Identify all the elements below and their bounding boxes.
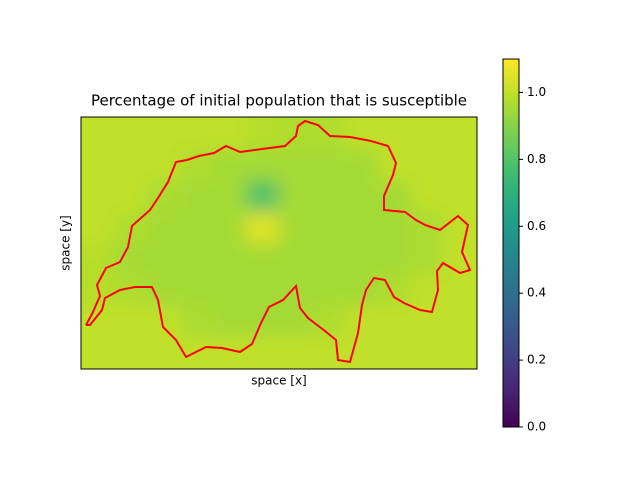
colorbar-tick-label: 0.8 <box>527 152 546 166</box>
heat-cell <box>81 148 115 181</box>
heat-cell <box>411 243 445 275</box>
heat-cell <box>213 148 247 181</box>
colorbar <box>502 58 520 428</box>
heat-cell <box>114 306 148 338</box>
heat-cell <box>246 274 280 307</box>
plot-frame <box>80 116 478 370</box>
heat-cell <box>213 211 247 244</box>
heat-cell <box>378 337 412 369</box>
heat-cell <box>312 148 346 181</box>
heat-cell <box>246 243 280 275</box>
heat-cell <box>213 243 247 275</box>
heat-cell <box>312 274 346 307</box>
heat-cell <box>180 243 214 275</box>
heat-cell <box>114 180 148 212</box>
heat-cell <box>279 337 313 369</box>
heat-cell <box>81 211 115 244</box>
heat-cell <box>213 117 247 149</box>
heat-cell <box>180 180 214 212</box>
field <box>81 117 477 369</box>
heat-cell <box>444 306 477 338</box>
heat-cell <box>312 211 346 244</box>
colorbar-tick-label: 0.2 <box>527 353 546 367</box>
heat-cell <box>213 274 247 307</box>
heat-cell <box>213 306 247 338</box>
heat-cell <box>378 306 412 338</box>
heat-cell <box>147 117 181 149</box>
x-axis-label: space [x] <box>251 374 306 388</box>
heat-cell <box>444 117 477 149</box>
heat-cell <box>279 274 313 307</box>
colorbar-tick-label: 0.0 <box>527 420 546 434</box>
heat-cell <box>180 337 214 369</box>
heat-cell <box>279 180 313 212</box>
colorbar-tick-label: 0.4 <box>527 286 546 300</box>
heat-cell <box>312 306 346 338</box>
heat-cell <box>81 337 115 369</box>
heat-cell <box>246 306 280 338</box>
heat-cell <box>345 117 379 149</box>
outline <box>85 119 472 364</box>
heat-cell <box>147 306 181 338</box>
heat-cell <box>312 243 346 275</box>
heat-cell <box>81 117 115 149</box>
heat-cell <box>279 148 313 181</box>
heat-cell <box>312 117 346 149</box>
heat-cell <box>114 337 148 369</box>
heat-cell <box>180 211 214 244</box>
heat-cell <box>345 148 379 181</box>
heat-cell <box>378 243 412 275</box>
heat-cell <box>411 211 445 244</box>
heat-cell <box>444 274 477 307</box>
heat-cell <box>213 180 247 212</box>
heat-cell <box>246 180 280 212</box>
heat-cell <box>378 211 412 244</box>
heat-cell <box>279 306 313 338</box>
heat-cell <box>411 337 445 369</box>
heat-cell <box>345 180 379 212</box>
heat-cell <box>312 180 346 212</box>
colorbar-tick-label: 1.0 <box>527 85 546 99</box>
heat-cell <box>345 211 379 244</box>
heat-cell <box>444 211 477 244</box>
heat-cell <box>246 117 280 149</box>
heat-cell <box>312 337 346 369</box>
heat-cell <box>114 243 148 275</box>
heat-cell <box>411 274 445 307</box>
heat-cell <box>345 337 379 369</box>
heat-cell <box>114 117 148 149</box>
colorbar-tick-label: 0.6 <box>527 219 546 233</box>
heat-cell <box>81 180 115 212</box>
heat-cell <box>114 148 148 181</box>
heat-cell <box>180 274 214 307</box>
heat-cell <box>180 117 214 149</box>
heat-cell <box>279 211 313 244</box>
heat-cell <box>411 180 445 212</box>
heat-cell <box>246 211 280 244</box>
heat-cell <box>147 274 181 307</box>
y-axis-label: space [y] <box>59 215 73 270</box>
heat-cell <box>279 243 313 275</box>
heat-cell <box>444 337 477 369</box>
heat-cell <box>444 243 477 275</box>
heat-cell <box>147 243 181 275</box>
heat-cell <box>345 243 379 275</box>
heat-cell <box>147 337 181 369</box>
heat-cell <box>411 117 445 149</box>
heat-cell <box>81 243 115 275</box>
plot-area <box>81 117 477 369</box>
heat-cell <box>246 148 280 181</box>
heat-cell <box>147 211 181 244</box>
heat-cell <box>444 148 477 181</box>
heat-cell <box>213 337 247 369</box>
chart-title: Percentage of initial population that is… <box>91 92 467 110</box>
heat-cell <box>180 306 214 338</box>
heat-cell <box>444 180 477 212</box>
heat-cell <box>411 148 445 181</box>
